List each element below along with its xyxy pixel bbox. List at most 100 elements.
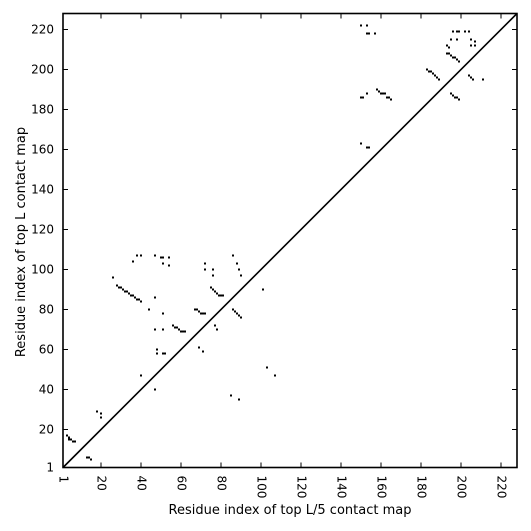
contact-point (380, 92, 382, 95)
contact-point (384, 92, 386, 95)
contact-point (202, 350, 204, 353)
contact-point (238, 268, 240, 271)
contact-point (162, 262, 164, 265)
contact-point (238, 398, 240, 401)
contact-points-layer (66, 24, 484, 461)
contact-point (446, 52, 448, 55)
x-tick-label: 200 (455, 476, 469, 499)
contact-point (274, 374, 276, 377)
contact-point (450, 92, 452, 95)
contact-point (156, 348, 158, 351)
contact-point (368, 32, 370, 35)
contact-point (240, 316, 242, 319)
contact-point (374, 32, 376, 35)
contact-point (434, 74, 436, 77)
contact-point (134, 296, 136, 299)
contact-point (214, 324, 216, 327)
contact-point (470, 76, 472, 79)
plot-frame (62, 12, 518, 469)
y-tick-label: 40 (39, 383, 54, 397)
contact-point (388, 96, 390, 99)
contact-point (194, 308, 196, 311)
contact-point (218, 294, 220, 297)
y-tick-label: 220 (31, 23, 54, 37)
y-tick-label: 180 (31, 103, 54, 117)
contact-point (178, 328, 180, 331)
contact-point (162, 352, 164, 355)
contact-point (126, 290, 128, 293)
contact-point (474, 44, 476, 47)
contact-point (436, 76, 438, 79)
y-tick-label: 1 (46, 461, 54, 475)
contact-point (100, 416, 102, 419)
contact-point (468, 30, 470, 33)
contact-point (454, 56, 456, 59)
contact-point (120, 286, 122, 289)
contact-point (160, 256, 162, 259)
y-tick-label: 120 (31, 223, 54, 237)
contact-point (386, 96, 388, 99)
contact-point (112, 276, 114, 279)
contact-point (68, 438, 70, 441)
contact-point (382, 92, 384, 95)
contact-point (210, 286, 212, 289)
x-tick-label: 20 (95, 476, 109, 491)
contact-point (360, 142, 362, 145)
contact-point (162, 256, 164, 259)
contact-point (366, 92, 368, 95)
contact-point (136, 254, 138, 257)
contact-point (468, 74, 470, 77)
contact-point (452, 56, 454, 59)
contact-point (232, 308, 234, 311)
contact-point (458, 60, 460, 63)
contact-point (362, 96, 364, 99)
contact-point (100, 412, 102, 415)
contact-point (154, 328, 156, 331)
contact-point (68, 436, 70, 439)
contact-point (180, 330, 182, 333)
contact-point (216, 292, 218, 295)
y-tick-label: 60 (39, 343, 54, 357)
contact-point (360, 96, 362, 99)
contact-point (236, 312, 238, 315)
x-tick-label: 120 (295, 476, 309, 499)
contact-point (438, 78, 440, 81)
contact-point (168, 264, 170, 267)
contact-point (456, 58, 458, 61)
contact-point (234, 310, 236, 313)
contact-point (156, 352, 158, 355)
contact-point (450, 38, 452, 41)
contact-point (376, 88, 378, 91)
contact-point (72, 440, 74, 443)
contact-point (86, 456, 88, 459)
contact-point (196, 308, 198, 311)
contact-point (470, 44, 472, 47)
contact-point (172, 324, 174, 327)
contact-point (202, 312, 204, 315)
contact-point (448, 52, 450, 55)
diagonal-layer (62, 12, 518, 469)
contact-point (74, 440, 76, 443)
contact-point (154, 388, 156, 391)
contact-point (90, 458, 92, 461)
y-tick-label: 140 (31, 183, 54, 197)
contact-point (430, 70, 432, 73)
contact-point (378, 90, 380, 93)
contact-point (148, 308, 150, 311)
contact-point (116, 284, 118, 287)
contact-point (482, 78, 484, 81)
contact-point (472, 78, 474, 81)
contact-point (456, 96, 458, 99)
contact-point (446, 44, 448, 47)
contact-point (426, 68, 428, 71)
contact-point (452, 94, 454, 97)
x-tick-label: 40 (135, 476, 149, 491)
x-axis-label: Residue index of top L/5 contact map (169, 503, 412, 518)
contact-point (470, 38, 472, 41)
contact-point (366, 24, 368, 27)
contact-point (458, 98, 460, 101)
diagonal-line (62, 12, 518, 469)
contact-point (266, 366, 268, 369)
contact-point (238, 314, 240, 317)
contact-point (232, 254, 234, 257)
